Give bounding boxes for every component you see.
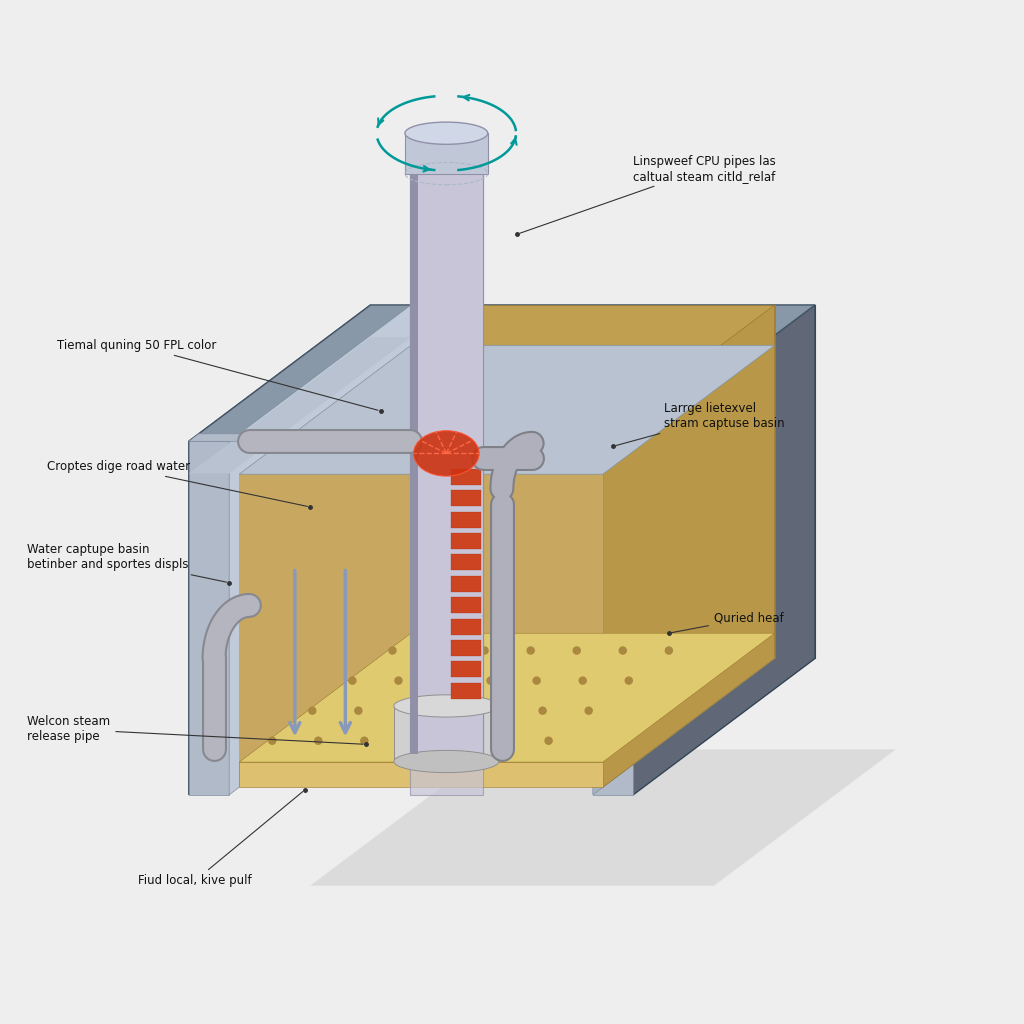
Text: Tiemal quning 50 FPL color: Tiemal quning 50 FPL color <box>57 339 378 411</box>
Circle shape <box>389 647 396 654</box>
Polygon shape <box>452 469 480 485</box>
Polygon shape <box>410 133 482 755</box>
Circle shape <box>527 647 535 654</box>
Text: Croptes dige road water: Croptes dige road water <box>47 460 307 507</box>
Text: Welcon steam
release pipe: Welcon steam release pipe <box>28 715 362 744</box>
Circle shape <box>395 677 402 684</box>
Circle shape <box>400 708 408 714</box>
Ellipse shape <box>394 695 499 717</box>
Polygon shape <box>452 683 480 698</box>
Circle shape <box>360 737 368 744</box>
Circle shape <box>446 708 454 714</box>
Circle shape <box>481 647 488 654</box>
Circle shape <box>620 647 627 654</box>
Text: Fiud local, kive pulf: Fiud local, kive pulf <box>138 792 303 887</box>
Circle shape <box>493 708 500 714</box>
Polygon shape <box>188 441 229 795</box>
Polygon shape <box>240 633 774 762</box>
Polygon shape <box>603 305 774 787</box>
Circle shape <box>309 708 315 714</box>
Polygon shape <box>394 706 499 762</box>
Circle shape <box>407 737 414 744</box>
Circle shape <box>545 737 552 744</box>
Polygon shape <box>404 133 487 174</box>
Circle shape <box>666 647 673 654</box>
Ellipse shape <box>414 431 479 476</box>
Circle shape <box>314 737 322 744</box>
Circle shape <box>539 708 546 714</box>
Polygon shape <box>452 575 480 592</box>
Circle shape <box>453 737 460 744</box>
Text: Water captupe basin
betinber and sportes displs: Water captupe basin betinber and sportes… <box>28 544 226 582</box>
Circle shape <box>487 677 495 684</box>
Polygon shape <box>410 133 482 795</box>
Polygon shape <box>240 474 603 787</box>
Polygon shape <box>410 133 418 755</box>
Circle shape <box>580 677 586 684</box>
Polygon shape <box>188 305 815 441</box>
Polygon shape <box>452 662 480 678</box>
Polygon shape <box>452 512 480 527</box>
Text: Larrge lietexvel
stram captuse basin: Larrge lietexvel stram captuse basin <box>615 402 784 445</box>
Circle shape <box>268 737 275 744</box>
Circle shape <box>573 647 581 654</box>
Polygon shape <box>593 305 774 795</box>
Text: Linspweef CPU pipes las
caltual steam citld_relaf: Linspweef CPU pipes las caltual steam ci… <box>519 155 776 233</box>
Circle shape <box>499 737 506 744</box>
Polygon shape <box>240 345 774 474</box>
Circle shape <box>585 708 592 714</box>
Polygon shape <box>452 534 480 549</box>
Polygon shape <box>593 441 633 795</box>
Polygon shape <box>188 434 643 441</box>
Polygon shape <box>411 305 774 658</box>
Polygon shape <box>452 554 480 570</box>
Polygon shape <box>452 640 480 656</box>
Polygon shape <box>452 597 480 613</box>
Polygon shape <box>452 490 480 506</box>
Ellipse shape <box>404 122 487 144</box>
Polygon shape <box>240 762 603 787</box>
Ellipse shape <box>394 751 499 773</box>
Polygon shape <box>229 305 411 795</box>
Polygon shape <box>633 305 815 795</box>
Polygon shape <box>371 305 815 658</box>
Circle shape <box>435 647 442 654</box>
Circle shape <box>441 677 449 684</box>
Polygon shape <box>188 337 411 474</box>
Circle shape <box>626 677 632 684</box>
Polygon shape <box>452 618 480 635</box>
Polygon shape <box>188 305 371 795</box>
Text: Quried heaf: Quried heaf <box>672 611 783 633</box>
Circle shape <box>534 677 541 684</box>
Polygon shape <box>310 750 896 886</box>
Circle shape <box>349 677 356 684</box>
Circle shape <box>355 708 361 714</box>
